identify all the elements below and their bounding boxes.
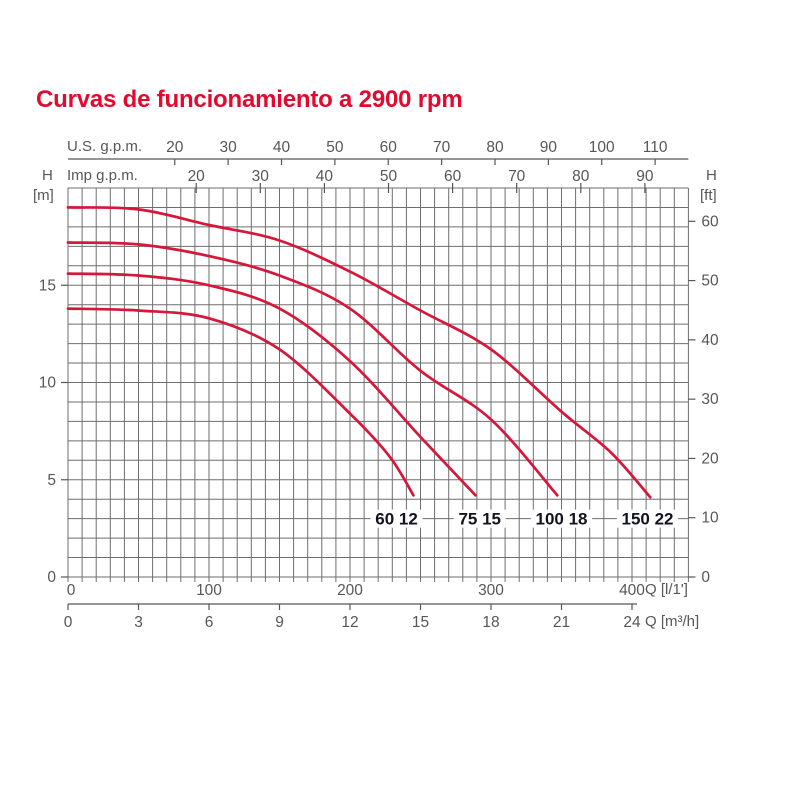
q-lmin-tick-label: 100 (196, 582, 222, 599)
h-m-tick-label: 5 (47, 472, 56, 489)
imp-gpm-tick-label: 40 (316, 168, 334, 185)
us-gpm-tick-label: 50 (326, 139, 344, 156)
right-axis-h-label: H (706, 167, 717, 184)
imp-gpm-axis-label: Imp g.p.m. (67, 167, 138, 184)
q-m3h-axis-label: Q [m³/h] (645, 613, 700, 630)
imp-gpm-tick-label: 90 (636, 168, 654, 185)
h-ft-tick-label: 0 (701, 569, 710, 586)
h-ft-axis: 0 10 20 30 40 50 60 (688, 213, 719, 586)
curve-label-bg (530, 509, 593, 528)
h-ft-tick-label: 40 (701, 332, 719, 349)
us-gpm-tick-label: 70 (433, 139, 451, 156)
q-lmin-axis: 0 100 200 300 400 (67, 582, 646, 599)
imp-gpm-tick-label: 50 (380, 168, 398, 185)
h-ft-tick-label: 20 (701, 450, 719, 467)
us-gpm-tick-label: 110 (643, 139, 668, 156)
q-m3h-tick-label: 3 (134, 614, 143, 631)
h-m-axis: 0 5 10 15 (39, 277, 68, 586)
pump-curve-60-12 (66, 307, 415, 497)
imp-gpm-tick-label: 30 (252, 168, 270, 185)
us-gpm-tick-label: 90 (540, 139, 558, 156)
imp-gpm-tick-label: 80 (572, 168, 590, 185)
us-gpm-tick-label: 30 (219, 139, 237, 156)
curve-label-bg (616, 509, 679, 528)
curve-label-bg (453, 509, 506, 528)
us-gpm-tick-label: 60 (380, 139, 398, 156)
q-lmin-tick-label: 200 (337, 582, 363, 599)
pump-curve-150-22 (66, 206, 652, 499)
q-lmin-tick-label: 400 (619, 582, 645, 599)
h-ft-tick-label: 30 (701, 391, 719, 408)
q-m3h-tick-label: 18 (482, 614, 499, 631)
q-lmin-axis-label: Q [l/1'] (645, 581, 688, 598)
curve-label-100-18: 100 18 (536, 510, 588, 529)
h-ft-tick-label: 60 (701, 213, 719, 230)
us-gpm-axis-label: U.S. g.p.m. (67, 138, 143, 155)
us-gpm-tick-label: 100 (589, 139, 615, 156)
q-m3h-tick-label: 0 (64, 614, 73, 631)
h-m-tick-label: 15 (39, 277, 56, 294)
imp-gpm-tick-label: 70 (508, 168, 526, 185)
right-axis-unit-label: [ft] (700, 187, 717, 204)
h-m-tick-label: 0 (47, 569, 56, 586)
imp-gpm-tick-label: 60 (444, 168, 462, 185)
imp-gpm-tick-label: 20 (188, 168, 206, 185)
q-m3h-tick-label: 6 (205, 614, 214, 631)
imp-gpm-axis: 20 30 40 50 60 70 80 90 (188, 168, 654, 193)
us-gpm-tick-label: 80 (486, 139, 504, 156)
pump-curve-75-15 (66, 272, 477, 497)
us-gpm-axis: 20 30 40 50 60 70 80 90 100 110 (68, 139, 689, 165)
h-m-tick-label: 10 (39, 375, 57, 392)
us-gpm-tick-label: 20 (166, 139, 184, 156)
q-m3h-tick-label: 12 (341, 614, 358, 631)
curve-label-60-12: 60 12 (375, 510, 418, 529)
q-lmin-tick-label: 300 (478, 582, 504, 599)
h-ft-tick-label: 50 (701, 273, 719, 290)
chart-title: Curvas de funcionamiento a 2900 rpm (36, 86, 463, 113)
q-m3h-tick-label: 24 (623, 614, 641, 631)
h-ft-tick-label: 10 (701, 510, 719, 527)
left-axis-h-label: H (42, 167, 53, 184)
pump-curve-100-18 (66, 241, 559, 497)
q-m3h-tick-label: 15 (412, 614, 429, 631)
curve-label-150-22: 150 22 (622, 510, 674, 529)
q-m3h-tick-label: 21 (553, 614, 570, 631)
left-axis-unit-label: [m] (33, 187, 54, 204)
q-m3h-axis: 0 3 6 9 12 15 18 21 24 (64, 603, 641, 631)
curve-label-bg (370, 509, 423, 528)
curve-labels: 60 12 75 15 100 18 150 22 (370, 509, 679, 529)
q-lmin-tick-label: 0 (67, 582, 76, 599)
us-gpm-tick-label: 40 (273, 139, 291, 156)
q-m3h-tick-label: 9 (275, 614, 284, 631)
pump-curves (66, 206, 652, 499)
curve-label-75-15: 75 15 (458, 510, 501, 529)
